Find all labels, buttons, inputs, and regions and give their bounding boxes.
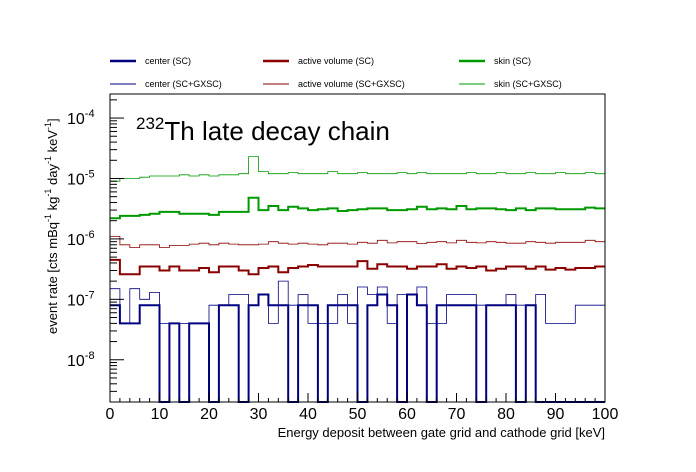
series-line-4 (110, 280, 605, 324)
legend: center (SC) active volume (SC) skin (SC) ce… (110, 56, 562, 89)
y-tick-label: 10-4 (67, 108, 95, 128)
x-tick-label: 60 (398, 406, 416, 423)
legend-label: active volume (SC+GXSC) (298, 79, 405, 89)
x-tick-label: 30 (250, 406, 268, 423)
x-tick-label: 0 (106, 406, 115, 423)
y-tick-label: 10-7 (67, 289, 95, 309)
x-tick-label: 80 (497, 406, 515, 423)
y-axis-label: event rate [cts mBq-1 kg-1 day-1 keV-1] (43, 118, 60, 334)
legend-label: skin (SC) (494, 56, 531, 66)
chart-title-text: Th late decay chain (164, 116, 389, 146)
x-axis-label: Energy deposit between gate grid and cat… (278, 425, 605, 440)
x-tick-label: 10 (151, 406, 169, 423)
y-tick-label: 10-8 (67, 350, 95, 370)
legend-label: active volume (SC) (298, 56, 374, 66)
x-tick-label: 50 (349, 406, 367, 423)
chart-title: 232Th late decay chain (136, 114, 390, 146)
x-tick-label: 90 (547, 406, 565, 423)
legend-label: center (SC+GXSC) (145, 79, 222, 89)
series-line-2 (110, 258, 605, 276)
series-layer (110, 156, 605, 403)
x-tick-label: 100 (592, 406, 619, 423)
series-line-6 (110, 156, 605, 182)
series-line-5 (110, 236, 605, 248)
y-tick-label: 10-5 (67, 168, 95, 188)
y-tick-label: 10-6 (67, 229, 95, 249)
series-line-3 (110, 196, 605, 220)
x-tick-label: 70 (448, 406, 466, 423)
chart-title-superscript: 232 (136, 114, 164, 133)
x-tick-label: 20 (200, 406, 218, 423)
axes: 0 10 20 30 40 50 60 70 80 90 100 10-8 10-7 10-6 10-5 10… (67, 99, 619, 423)
legend-label: center (SC) (145, 56, 191, 66)
legend-label: skin (SC+GXSC) (494, 79, 562, 89)
x-tick-label: 40 (299, 406, 317, 423)
